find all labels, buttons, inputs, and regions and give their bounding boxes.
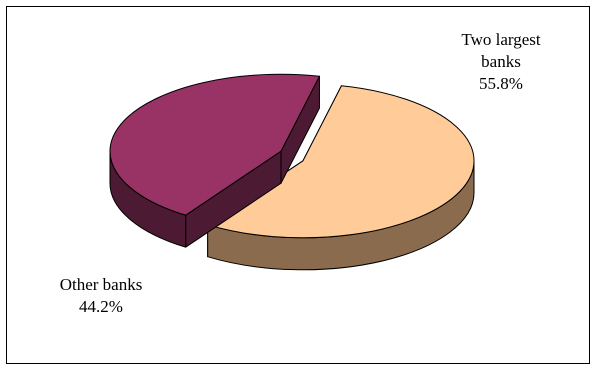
slice-name-line-2: banks [481, 52, 521, 71]
slice-label-other-banks: Other banks 44.2% [36, 274, 166, 318]
pie-slice-top-face [207, 85, 475, 239]
slice-percent-label: 55.8% [479, 74, 523, 93]
pie-slice-two-largest-banks [207, 85, 475, 271]
slice-label-two-largest-banks: Two largest banks 55.8% [436, 29, 566, 95]
slice-name-line-1: Other banks [59, 275, 143, 294]
pie-slice-other-banks [109, 73, 320, 248]
slice-percent-label: 44.2% [79, 297, 123, 316]
pie-slice-top-face [109, 73, 320, 216]
slice-name-line-1: Two largest [461, 30, 541, 49]
